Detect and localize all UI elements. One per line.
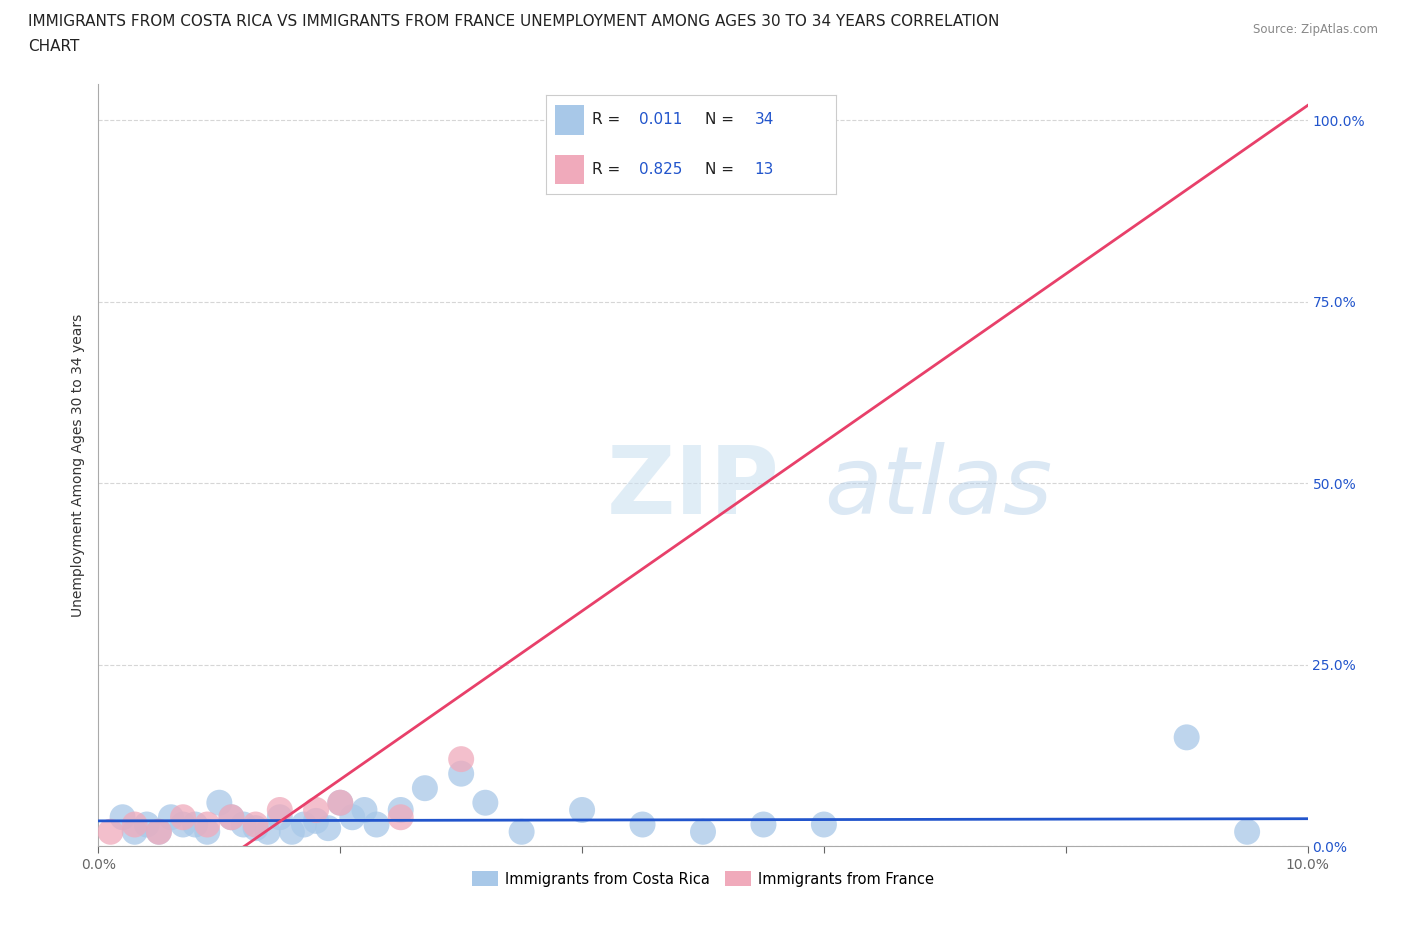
Point [172,817,194,832]
Point [221,810,243,825]
Point [232,817,254,832]
Point [148,824,170,839]
Point [292,817,315,832]
Point [474,795,496,810]
Point [329,795,352,810]
Text: IMMIGRANTS FROM COSTA RICA VS IMMIGRANTS FROM FRANCE UNEMPLOYMENT AMONG AGES 30 : IMMIGRANTS FROM COSTA RICA VS IMMIGRANTS… [28,14,1000,29]
Point [692,824,714,839]
Point [413,781,436,796]
Point [208,795,231,810]
Point [389,810,412,825]
Point [195,824,218,839]
Point [269,803,291,817]
Point [1175,730,1198,745]
Point [752,817,775,832]
Text: atlas: atlas [824,443,1052,534]
Point [195,817,218,832]
Point [100,824,122,839]
Point [172,810,194,825]
Point [389,803,412,817]
Point [111,810,134,825]
Point [135,817,157,832]
Point [124,817,146,832]
Point [269,810,291,825]
Point [256,824,278,839]
Point [631,817,654,832]
Text: Source: ZipAtlas.com: Source: ZipAtlas.com [1253,23,1378,36]
Point [450,751,472,766]
Point [245,820,267,835]
Point [353,803,375,817]
Point [316,820,339,835]
Text: CHART: CHART [28,39,80,54]
Point [571,803,593,817]
Point [184,817,207,832]
Point [450,766,472,781]
Point [124,824,146,839]
Point [281,824,304,839]
Point [329,795,352,810]
Y-axis label: Unemployment Among Ages 30 to 34 years: Unemployment Among Ages 30 to 34 years [70,313,84,617]
Point [813,113,835,127]
Point [245,817,267,832]
Point [1236,824,1258,839]
Point [366,817,388,832]
Point [221,810,243,825]
Text: ZIP: ZIP [606,442,779,534]
Point [148,824,170,839]
Point [813,817,835,832]
Point [342,810,364,825]
Point [305,803,328,817]
Point [305,814,328,829]
Legend: Immigrants from Costa Rica, Immigrants from France: Immigrants from Costa Rica, Immigrants f… [465,865,941,893]
Point [510,824,533,839]
Point [160,810,183,825]
